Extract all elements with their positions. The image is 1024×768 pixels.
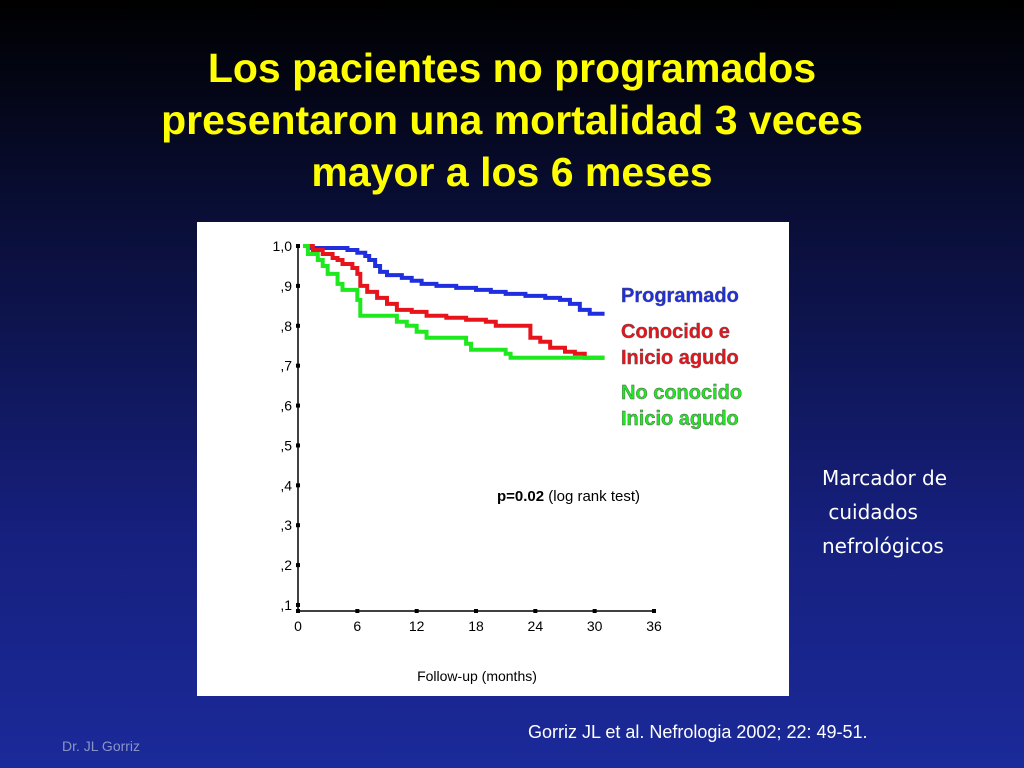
title-line-1: Los pacientes no programados [207,45,817,91]
y-tick-label: 1,0 [273,238,293,254]
x-tick-mark [414,609,419,613]
slide-title: Los pacientes no programados presentaron… [60,42,964,198]
x-tick-label: 24 [528,618,544,634]
p-value-annotation: p=0.02 (log rank test) [497,488,640,505]
y-tick-mark [296,283,300,288]
legend-label-1: Programado [621,285,739,307]
y-tick-label: ,4 [280,477,292,493]
y-tick-label: ,5 [280,437,292,453]
x-tick-label: 12 [409,618,425,634]
y-tick-label: ,8 [280,318,292,334]
side-note-line-1: Marcador de [822,466,948,490]
side-note-line-3: nefrológicos [822,534,944,558]
citation: Gorriz JL et al. Nefrologia 2002; 22: 49… [528,722,868,742]
x-tick-mark [474,609,478,613]
axes: 1,0 ,9 ,8 ,7 ,6 ,5 ,4 ,3 ,2 ,10 6 12 18 24 30 36 [273,238,662,634]
legend: Programado Conocido e Inicio agudo No conoc… [621,285,743,430]
title-line-2: presentaron una mortalidad 3 veces [161,97,863,143]
series-line-3 [302,244,605,360]
series-line-1 [307,244,605,316]
y-tick-mark [296,483,300,488]
y-tick-mark [296,563,300,568]
y-tick-label: ,1 [280,597,292,613]
legend-label-2: Conocido e [621,321,730,343]
p-value-test: (log rank test) [544,488,640,505]
x-tick-mark [592,609,597,613]
y-tick-label: ,3 [280,517,292,533]
legend-label-3: No conocido [621,382,742,404]
series-line-2 [307,244,605,360]
x-tick-label: 36 [646,618,662,634]
author-footer: Dr. JL Gorriz [62,738,141,754]
side-note: Marcador de cuidados nefrológicos [822,461,947,563]
y-tick-label: ,7 [280,358,292,374]
x-tick-mark [533,609,538,613]
y-tick-mark [296,363,300,368]
legend-label-3: Inicio agudo [621,408,739,430]
legend-label-2: Inicio agudo [621,347,739,369]
p-value: p=0.02 [497,488,544,505]
y-tick-label: ,9 [280,278,292,294]
x-tick-label: 0 [294,618,302,634]
y-tick-mark [296,523,300,528]
x-axis-label: Follow-up (months) [417,668,537,684]
x-tick-label: 18 [468,618,484,634]
title-line-3: mayor a los 6 meses [311,149,713,195]
survival-chart-panel: 1,0 ,9 ,8 ,7 ,6 ,5 ,4 ,3 ,2 ,1 0 6 12 18 24 30 36 Progra… [197,222,789,696]
x-tick-mark [652,609,656,613]
y-tick-label: ,6 [280,398,292,414]
y-tick-mark [296,403,300,408]
y-tick-mark [296,244,300,248]
x-tick-label: 30 [587,618,603,634]
series-lines [302,244,605,360]
x-tick-mark [355,609,360,613]
survival-chart: 1,0 ,9 ,8 ,7 ,6 ,5 ,4 ,3 ,2 ,10 6 12 18 24 30 36 Progra… [273,238,743,684]
y-tick-label: ,2 [280,557,292,573]
x-tick-mark [296,609,300,613]
y-tick-mark [296,323,300,328]
x-tick-label: 6 [353,618,361,634]
y-tick-mark [296,603,300,607]
y-tick-mark [296,443,300,448]
side-note-line-2: cuidados [822,500,918,524]
